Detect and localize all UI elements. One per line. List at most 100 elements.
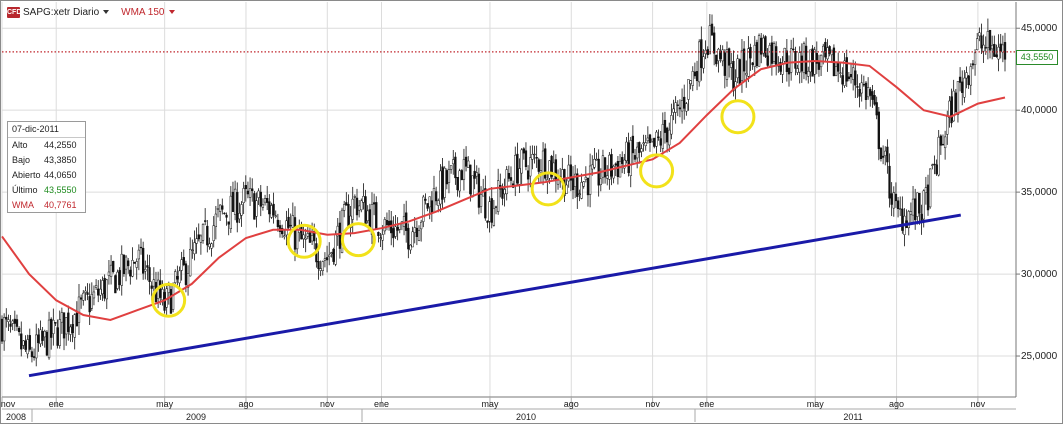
y-tick-label: 30,0000 — [1021, 269, 1058, 280]
candle-body — [62, 312, 66, 339]
candle-body — [633, 155, 637, 160]
candle-body — [193, 242, 196, 255]
candle-body — [646, 137, 650, 142]
candle-body — [375, 202, 378, 229]
candle-body — [266, 197, 269, 203]
candle-body — [364, 196, 367, 225]
candle-body — [753, 44, 756, 67]
candle-body — [11, 320, 14, 324]
candle-body — [700, 39, 703, 68]
candle-body — [931, 164, 934, 166]
candle-body — [760, 37, 763, 55]
candle-body — [770, 42, 774, 64]
infobox-value: 44,0650 — [44, 170, 77, 180]
candle-body — [306, 233, 309, 237]
candle-body — [533, 153, 536, 156]
infobox-row: WMA 40,7761 — [8, 198, 85, 213]
candle-body — [97, 288, 100, 296]
candle-body — [1003, 42, 1007, 60]
candle-body — [514, 154, 517, 186]
candle-body — [118, 270, 121, 285]
candle-body — [535, 157, 538, 159]
candle-body — [88, 296, 91, 313]
candle-body — [161, 289, 164, 301]
candle-body — [751, 62, 754, 66]
candle-body — [892, 192, 895, 209]
candle-body — [351, 198, 354, 220]
candle-body — [255, 200, 258, 217]
candle-body — [112, 260, 115, 272]
candle-body — [285, 220, 288, 236]
infobox-date: 07-dic-2011 — [12, 124, 59, 134]
candle-body — [304, 237, 307, 240]
candle-body — [935, 164, 938, 175]
candle-body — [332, 248, 335, 262]
candle-body — [225, 214, 228, 218]
candle-body — [548, 160, 551, 179]
infobox-row: Bajo 43,3850 — [8, 153, 85, 168]
x-tick-label: nov — [320, 399, 335, 409]
candle-body — [576, 173, 579, 197]
candle-body — [852, 67, 855, 80]
candle-body — [381, 234, 384, 241]
candle-body — [976, 38, 979, 51]
candle-body — [109, 264, 113, 277]
candle-body — [933, 163, 936, 166]
candle-body — [841, 75, 844, 85]
candle-body — [727, 48, 731, 66]
indicator-selector[interactable]: WMA 150 — [121, 6, 165, 18]
candle-body — [648, 134, 652, 143]
candle-body — [210, 243, 213, 249]
candle-body — [965, 72, 968, 79]
last-price-label: 43,5550 — [1016, 50, 1058, 65]
candle-body — [954, 92, 957, 113]
instrument-selector[interactable]: SAPG:xetr Diario — [23, 6, 100, 18]
candle-body — [689, 80, 692, 84]
candle-body — [578, 193, 581, 195]
chevron-down-icon[interactable] — [103, 10, 110, 14]
candle-body — [7, 319, 10, 323]
candle-body — [460, 170, 463, 181]
x-tick-label: may — [807, 399, 825, 409]
candle-body — [186, 273, 190, 288]
candle-body — [995, 54, 998, 57]
candle-body — [804, 45, 808, 75]
candle-body — [640, 148, 643, 152]
candle-body — [946, 116, 949, 135]
candle-body — [569, 164, 573, 181]
candle-body — [642, 142, 645, 145]
candle-body — [174, 271, 177, 283]
candle-body — [524, 150, 528, 168]
candle-body — [636, 146, 639, 159]
candle-body — [323, 258, 327, 261]
candle-body — [79, 297, 83, 300]
candle-body — [56, 327, 59, 346]
x-tick-label: nov — [971, 399, 986, 409]
candle-body — [993, 43, 996, 57]
candle-body — [509, 177, 513, 181]
infobox-label: Último — [12, 185, 38, 195]
candle-body — [717, 48, 720, 62]
ohlc-infobox: 07-dic-2011 Alto 44,2550 Bajo 43,3850 Abie… — [7, 121, 86, 213]
candle-body — [665, 127, 669, 143]
candle-body — [366, 210, 369, 221]
candle-body — [749, 47, 752, 59]
candle-body — [253, 193, 256, 220]
candle-body — [757, 35, 761, 67]
infobox-value: 40,7761 — [44, 200, 77, 210]
chevron-down-icon[interactable] — [168, 10, 175, 14]
candle-body — [60, 312, 64, 323]
candle-body — [30, 351, 34, 358]
candle-body — [847, 76, 851, 80]
candle-body — [218, 204, 222, 212]
candlesticks — [0, 14, 1007, 367]
infobox-row: Abierto 44,0650 — [8, 168, 85, 183]
candle-body — [884, 150, 887, 156]
candle-body — [881, 155, 885, 158]
candle-body — [28, 335, 31, 350]
candle-body — [518, 168, 521, 185]
candle-body — [231, 191, 235, 212]
candle-body — [415, 227, 419, 238]
candle-body — [924, 187, 928, 193]
